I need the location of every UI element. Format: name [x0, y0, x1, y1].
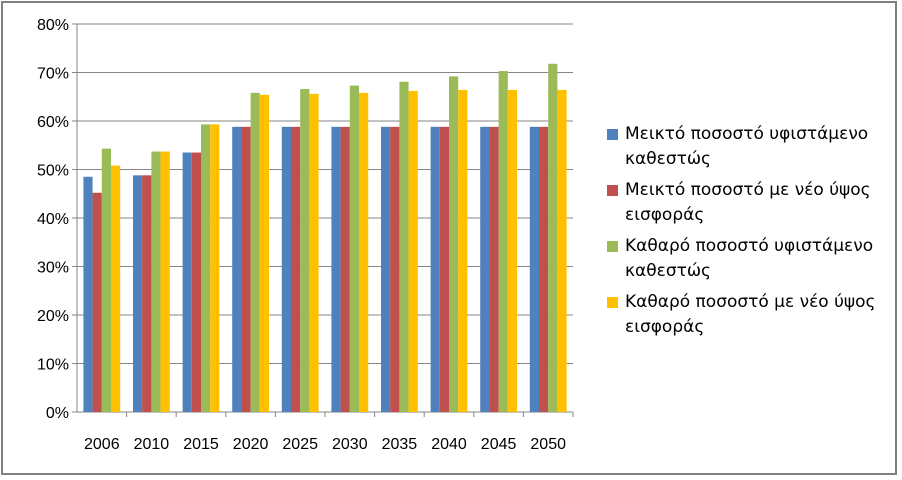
- bar: [548, 63, 558, 413]
- x-tick-label: 2050: [530, 436, 566, 453]
- legend: Μεικτό ποσοστό υφιστάμενο καθεστώς Μεικτ…: [607, 122, 897, 346]
- bar: [381, 126, 391, 412]
- legend-swatch-series-3: [607, 241, 618, 252]
- bar: [359, 92, 369, 413]
- y-tick-label: 40%: [37, 211, 69, 228]
- x-tick-label: 2035: [382, 436, 418, 453]
- legend-label-series-4: Καθαρό ποσοστό με νέο ύψος εισφοράς: [625, 292, 876, 337]
- bar: [241, 126, 251, 412]
- y-tick-label: 10%: [37, 357, 69, 374]
- bar: [133, 175, 143, 412]
- y-tick-label: 20%: [37, 308, 69, 325]
- bar: [259, 94, 269, 412]
- bar: [449, 76, 459, 412]
- bar: [250, 92, 260, 413]
- x-tick-label: 2030: [332, 436, 368, 453]
- bar: [430, 126, 440, 412]
- bar: [191, 152, 201, 412]
- bar: [111, 165, 121, 412]
- x-tick-label: 2006: [84, 436, 120, 453]
- bar: [458, 89, 468, 413]
- x-tick-label: 2010: [134, 436, 170, 453]
- bar: [539, 126, 549, 412]
- bar: [92, 192, 102, 412]
- legend-swatch-series-4: [607, 297, 618, 308]
- bar: [498, 71, 508, 413]
- legend-swatch-series-1: [607, 129, 618, 140]
- legend-label-series-2: Μεικτό ποσοστό με νέο ύψος εισφοράς: [625, 180, 871, 225]
- bar: [232, 126, 242, 412]
- bar: [83, 176, 93, 412]
- legend-item-series-3: Καθαρό ποσοστό υφιστάμενο καθεστώς: [607, 234, 897, 284]
- y-tick-label: 0%: [46, 405, 69, 422]
- bar: [142, 175, 152, 412]
- bar: [529, 126, 539, 412]
- bar: [300, 88, 310, 413]
- y-tick-label: 60%: [37, 114, 69, 131]
- legend-label-series-3: Καθαρό ποσοστό υφιστάμενο καθεστώς: [625, 236, 874, 281]
- bar: [210, 124, 220, 413]
- bar: [151, 151, 161, 412]
- y-tick-label: 80%: [37, 17, 69, 34]
- x-tick-label: 2020: [233, 436, 269, 453]
- bar: [340, 126, 350, 412]
- bar: [101, 148, 111, 412]
- legend-item-series-2: Μεικτό ποσοστό με νέο ύψος εισφοράς: [607, 178, 897, 228]
- bar: [480, 126, 490, 412]
- bar: [349, 85, 359, 412]
- bar: [281, 126, 291, 412]
- bar: [291, 126, 301, 412]
- legend-label-series-1: Μεικτό ποσοστό υφιστάμενο καθεστώς: [625, 124, 869, 169]
- bar: [309, 93, 319, 412]
- bar: [507, 89, 517, 413]
- bar: [399, 81, 409, 412]
- x-tick-label: 2025: [282, 436, 318, 453]
- legend-item-series-4: Καθαρό ποσοστό με νέο ύψος εισφοράς: [607, 290, 897, 340]
- bar: [557, 89, 567, 413]
- bar: [439, 126, 449, 412]
- bar: [390, 126, 400, 412]
- x-tick-label: 2040: [431, 436, 467, 453]
- bar: [201, 124, 211, 413]
- bar: [182, 152, 192, 412]
- legend-item-series-1: Μεικτό ποσοστό υφιστάμενο καθεστώς: [607, 122, 897, 172]
- bar: [408, 90, 418, 413]
- bar: [489, 126, 499, 412]
- x-tick-label: 2015: [183, 436, 219, 453]
- y-tick-label: 30%: [37, 260, 69, 277]
- y-tick-label: 70%: [37, 66, 69, 83]
- x-tick-label: 2045: [481, 436, 517, 453]
- legend-swatch-series-2: [607, 185, 618, 196]
- bar: [160, 151, 170, 412]
- y-tick-label: 50%: [37, 163, 69, 180]
- bar: [331, 126, 341, 412]
